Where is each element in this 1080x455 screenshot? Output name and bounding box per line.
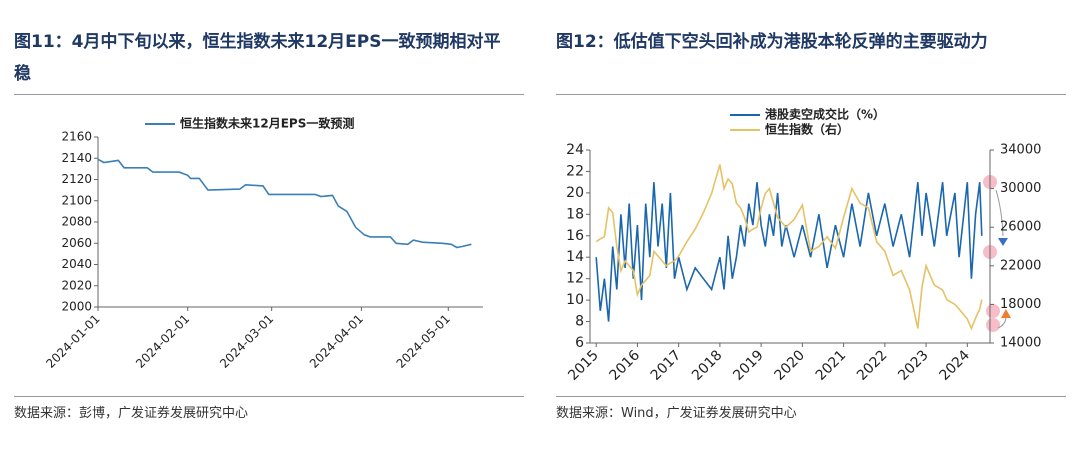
y-tick-label: 10: [566, 292, 584, 308]
y-tick-label: 2060: [61, 236, 92, 250]
rule: [556, 94, 1066, 95]
x-tick-label: 2023: [895, 347, 932, 384]
x-tick-label: 2016: [607, 347, 644, 384]
x-tick-label: 2018: [689, 347, 726, 384]
series-line: [595, 182, 983, 322]
source: 数据来源：Wind，广发证券发展研究中心: [556, 406, 797, 421]
x-tick-label: 2024-01-01: [43, 312, 102, 371]
x-tick-label: 2020: [772, 347, 809, 384]
y2-tick-label: 26000: [1000, 220, 1041, 235]
x-tick-label: 2021: [813, 347, 850, 384]
y-tick-label: 24: [566, 142, 584, 158]
y-tick-label: 2000: [61, 300, 92, 314]
chart-title: 图11：4月中下旬以来，恒生指数未来12月EPS一致预期相对平稳: [14, 32, 501, 84]
x-tick-label: 2024-02-01: [133, 312, 192, 371]
y-tick-label: 16: [566, 228, 584, 244]
x-tick-label: 2024-05-01: [394, 312, 453, 371]
y-tick-label: 22: [566, 163, 584, 179]
y2-tick-label: 18000: [1000, 297, 1041, 312]
arrow-head: [1001, 309, 1011, 318]
arrow-head: [998, 238, 1008, 246]
y-tick-label: 2100: [61, 193, 92, 207]
x-tick-label: 2017: [648, 347, 685, 384]
rule: [14, 396, 524, 397]
y-tick-label: 2140: [61, 151, 92, 165]
y2-tick-label: 22000: [1000, 258, 1041, 273]
source: 数据来源：彭博，广发证券发展研究中心: [14, 406, 249, 421]
arrow: [997, 317, 1007, 329]
series-line: [97, 158, 472, 249]
y-tick-label: 18: [566, 206, 584, 222]
y2-tick-label: 30000: [1000, 181, 1041, 196]
y-tick-label: 2020: [61, 278, 92, 292]
y-tick-label: 2040: [61, 257, 92, 271]
y-tick-label: 14: [566, 249, 584, 265]
x-tick-label: 2024-03-01: [217, 312, 276, 371]
x-tick-label: 2019: [730, 347, 767, 384]
y2-tick-label: 34000: [1000, 143, 1041, 158]
y-tick-label: 12: [566, 271, 584, 287]
x-tick-label: 2024: [936, 347, 973, 384]
x-tick-label: 2022: [854, 347, 891, 384]
y-tick-label: 2160: [61, 130, 92, 144]
y-tick-label: 2120: [61, 172, 92, 186]
legend-label: 港股卖空成交比（%）: [765, 107, 885, 122]
chart-title: 图12：低估值下空头回补成为港股本轮反弹的主要驱动力: [556, 32, 988, 52]
y-tick-label: 20: [566, 185, 584, 201]
y2-tick-label: 14000: [1000, 336, 1041, 351]
y-tick-label: 2080: [61, 215, 92, 229]
highlight: [986, 318, 1000, 332]
annotations: [983, 175, 1000, 332]
rule: [14, 94, 524, 95]
legend-label: 恒生指数（右）: [765, 122, 849, 137]
legend-label: 恒生指数未来12月EPS一致预测: [180, 116, 354, 131]
y-tick-label: 8: [575, 314, 584, 330]
highlight: [986, 304, 1000, 318]
x-tick-label: 2024-04-01: [307, 312, 366, 371]
arrow: [995, 189, 1004, 237]
x-tick-label: 2015: [565, 347, 602, 384]
series-line: [595, 164, 983, 331]
y-tick-label: 6: [575, 335, 584, 351]
rule: [556, 396, 1066, 397]
